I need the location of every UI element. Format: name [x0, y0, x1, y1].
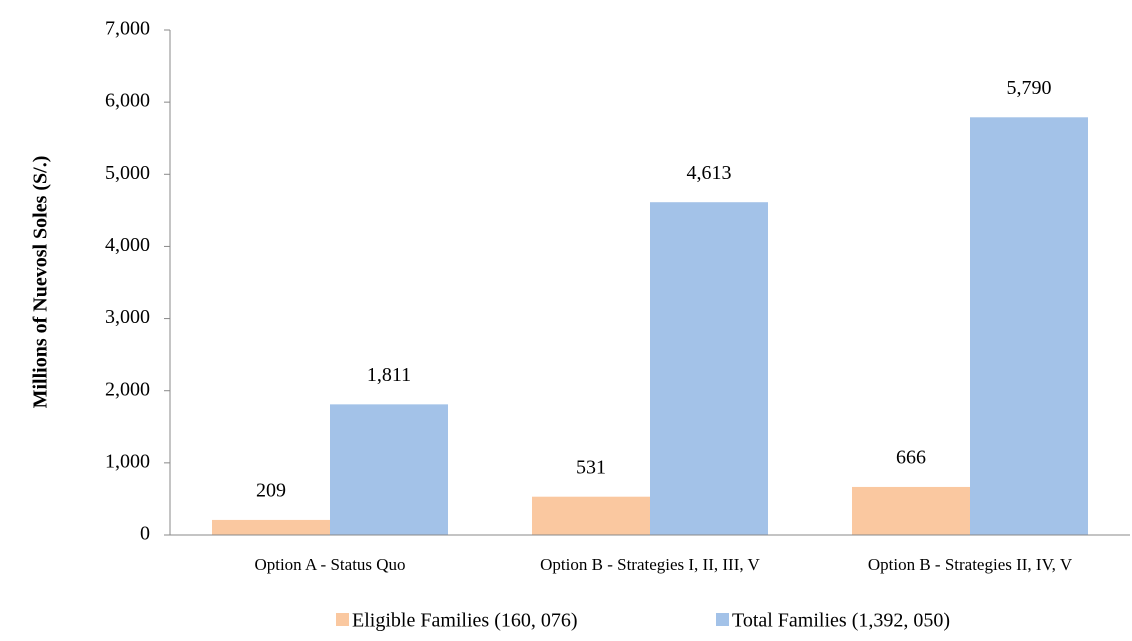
data-label: 4,613	[687, 162, 732, 184]
data-label: 666	[896, 447, 926, 469]
y-tick-label: 1,000	[105, 450, 150, 472]
y-tick-label: 4,000	[105, 234, 150, 256]
legend-label: Eligible Families (160, 076)	[352, 610, 578, 632]
y-tick-label: 3,000	[105, 306, 150, 328]
y-tick-label: 6,000	[105, 90, 150, 112]
bar	[970, 117, 1088, 536]
bar	[650, 202, 768, 535]
legend-label: Total Families (1,392, 050)	[732, 610, 950, 632]
data-label: 209	[256, 480, 286, 502]
y-axis-label: Millions of Nuevosl Soles (S/.)	[30, 156, 52, 409]
bar	[212, 519, 330, 535]
bar	[532, 496, 650, 535]
y-tick-label: 2,000	[105, 378, 150, 400]
y-tick-label: 5,000	[105, 162, 150, 184]
bar	[852, 486, 970, 535]
x-tick-label: Option B - Strategies II, IV, V	[868, 555, 1073, 574]
legend-swatch	[716, 613, 729, 626]
y-tick-label: 7,000	[105, 18, 150, 40]
x-tick-label: Option A - Status Quo	[254, 555, 405, 574]
legend-swatch	[336, 613, 349, 626]
data-label: 1,811	[367, 364, 411, 386]
y-tick-label: 0	[140, 523, 150, 545]
bar	[330, 404, 448, 535]
data-label: 531	[576, 456, 606, 478]
x-tick-label: Option B - Strategies I, II, III, V	[540, 555, 760, 574]
data-label: 5,790	[1007, 77, 1052, 99]
